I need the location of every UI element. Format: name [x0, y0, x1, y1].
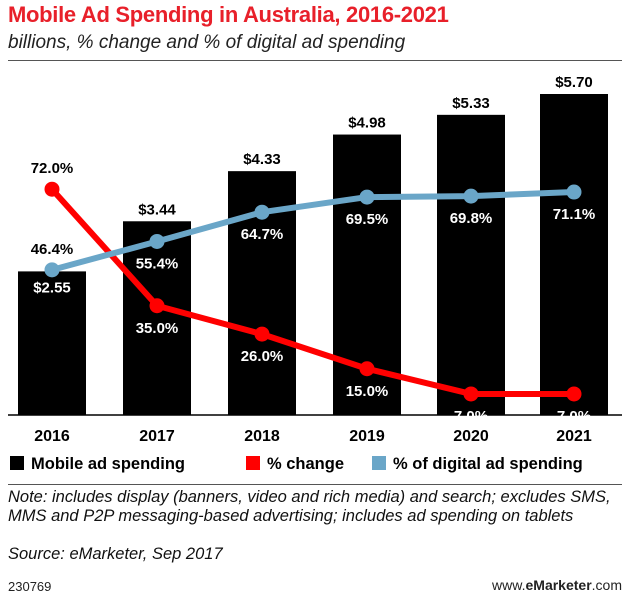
x-tick-2020: 2020	[453, 428, 489, 445]
pct-digital-label-2019: 69.5%	[346, 211, 389, 228]
x-tick-2019: 2019	[349, 428, 385, 445]
pct-change-label-2019: 15.0%	[346, 383, 389, 400]
bar-label-2017: $3.44	[138, 201, 176, 218]
x-tick-2018: 2018	[244, 428, 280, 445]
pct-digital-point-2018	[254, 204, 270, 220]
x-tick-2017: 2017	[139, 428, 175, 445]
site-brand: eMarketer	[525, 577, 592, 593]
chart-note: Note: includes display (banners, video a…	[8, 488, 611, 525]
legend-label-pct-digital: % of digital ad spending	[393, 455, 583, 473]
pct-change-label-2018: 26.0%	[241, 348, 284, 365]
bar-2017	[123, 221, 191, 415]
pct-change-point-2018	[254, 326, 270, 342]
pct-change-point-2021	[566, 386, 582, 402]
pct-change-point-2019	[359, 361, 375, 377]
legend-label-pct-change: % change	[267, 455, 344, 473]
chart: $2.55 $3.44 $4.33 $4.98 $5.33 $5.70 72.0% 35.0%…	[8, 74, 622, 473]
bar-label-2021: $5.70	[555, 74, 593, 91]
pct-digital-point-2020	[463, 188, 479, 204]
chart-subtitle: billions, % change and % of digital ad s…	[8, 32, 406, 53]
notes-rule	[8, 484, 622, 485]
legend-label-mobile-ad-spending: Mobile ad spending	[31, 455, 185, 473]
bar-label-2019: $4.98	[348, 115, 386, 132]
pct-digital-label-2017: 55.4%	[136, 255, 179, 272]
legend-swatch-mobile-ad-spending	[10, 456, 24, 470]
site-prefix: www.	[492, 577, 526, 593]
x-tick-2021: 2021	[556, 428, 592, 445]
chart-source: Source: eMarketer, Sep 2017	[8, 545, 223, 563]
pct-digital-label-2018: 64.7%	[241, 226, 284, 243]
bar-label-2018: $4.33	[243, 151, 281, 168]
pct-change-label-2020: 7.0%	[454, 408, 488, 425]
bar-label-2016: $2.55	[33, 279, 71, 296]
pct-change-point-2020	[463, 386, 479, 402]
chart-title: Mobile Ad Spending in Australia, 2016-20…	[8, 2, 449, 27]
site-suffix: .com	[591, 577, 622, 593]
pct-digital-label-2021: 71.1%	[553, 206, 596, 223]
pct-digital-point-2016	[44, 262, 60, 278]
top-rule	[8, 60, 622, 61]
pct-change-line	[49, 186, 577, 397]
pct-digital-point-2019	[359, 189, 375, 205]
bar-2021	[540, 94, 608, 415]
site-credit: www.eMarketer.com	[492, 577, 622, 593]
pct-change-label-2017: 35.0%	[136, 320, 179, 337]
legend-swatch-pct-change	[246, 456, 260, 470]
legend-swatch-pct-digital	[372, 456, 386, 470]
pct-digital-label-2016: 46.4%	[31, 241, 74, 258]
pct-change-label-2016: 72.0%	[31, 160, 74, 177]
pct-digital-line	[49, 189, 577, 273]
bar-2016	[18, 271, 86, 415]
pct-change-label-2021: 7.0%	[557, 408, 591, 425]
x-tick-2016: 2016	[34, 428, 70, 445]
chart-id: 230769	[8, 579, 52, 594]
pct-digital-point-2017	[149, 233, 165, 249]
pct-change-point-2016	[44, 181, 60, 197]
bar-label-2020: $5.33	[452, 95, 490, 112]
pct-change-point-2017	[149, 298, 165, 314]
pct-digital-point-2021	[566, 184, 582, 200]
pct-digital-label-2020: 69.8%	[450, 210, 493, 227]
bar-2020	[437, 114, 505, 415]
